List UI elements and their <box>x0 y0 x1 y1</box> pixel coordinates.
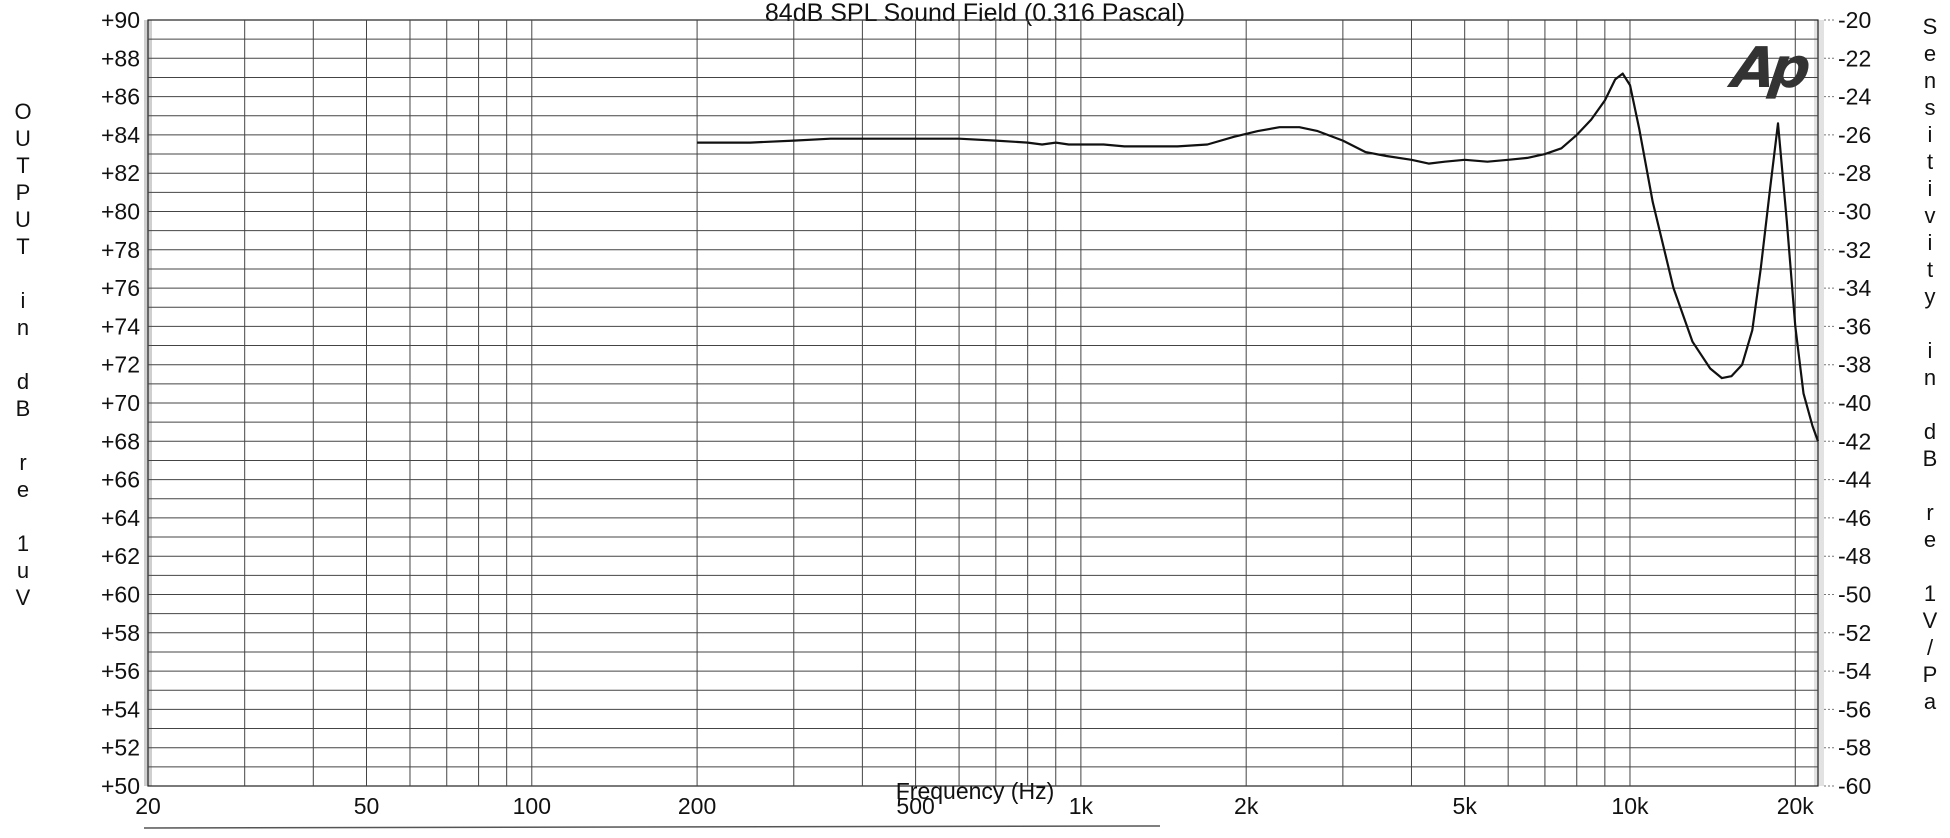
y-right-tick-label: -52 <box>1838 620 1871 646</box>
series-layer <box>697 72 1820 442</box>
right-axis-band <box>1814 20 1824 786</box>
y-left-tick-label: +76 <box>101 275 140 301</box>
y-right-tick-label: -56 <box>1838 696 1871 722</box>
y-right-tick-label: -34 <box>1838 275 1871 301</box>
y-right-tick-label: -30 <box>1838 199 1871 225</box>
x-tick-label: 100 <box>513 793 551 819</box>
y-axis-left-label: O U T P U T i n d B r e 1 u V <box>14 99 32 610</box>
y-right-tick-label: -40 <box>1838 390 1871 416</box>
y-right-tick-label: -50 <box>1838 582 1871 608</box>
y-right-tick-label: -48 <box>1838 543 1871 569</box>
y-right-tick-label: -58 <box>1838 735 1871 761</box>
y-left-tick-label: +88 <box>101 45 140 71</box>
x-axis-ticks: 20 50 100 200 500 1k 2k 5k 10k 20k <box>135 793 1814 819</box>
x-tick-label: 500 <box>896 793 934 819</box>
x-tick-label: 1k <box>1069 793 1094 819</box>
x-tick-label: 50 <box>354 793 380 819</box>
x-axis-label: Frequency (Hz) <box>896 778 1054 804</box>
x-tick-label: 20k <box>1777 793 1815 819</box>
y-left-tick-label: +62 <box>101 543 140 569</box>
y-right-tick-label: -42 <box>1838 428 1871 454</box>
y-right-tick-label: -44 <box>1838 467 1871 493</box>
chart-title: 84dB SPL Sound Field (0.316 Pascal) <box>765 0 1185 27</box>
y-right-tick-label: -54 <box>1838 658 1871 684</box>
y-left-tick-label: +52 <box>101 735 140 761</box>
y-right-tick-label: -60 <box>1838 773 1871 799</box>
y-left-tick-label: +90 <box>101 7 140 33</box>
y-right-tick-label: -22 <box>1838 45 1871 71</box>
y-right-tick-label: -38 <box>1838 352 1871 378</box>
y-axis-right-label: S e n s i t i v i t y i n d B r e 1 V / … <box>1922 14 1938 714</box>
y-right-tick-label: -46 <box>1838 505 1871 531</box>
y-right-tick-label: -24 <box>1838 84 1871 110</box>
x-tick-label: 5k <box>1453 793 1478 819</box>
y-left-tick-label: +64 <box>101 505 140 531</box>
x-tick-label: 200 <box>678 793 716 819</box>
y-right-tick-label: -20 <box>1838 7 1871 33</box>
y-left-axis-ticks: +90 +88 +86 +84 +82 +80 +78 +76 +74 +72 +70 +68 +66 +… <box>101 7 140 799</box>
y-left-tick-label: +60 <box>101 582 140 608</box>
x-tick-label: 10k <box>1611 793 1649 819</box>
y-left-tick-label: +50 <box>101 773 140 799</box>
y-left-tick-label: +78 <box>101 237 140 263</box>
y-right-tick-label: -32 <box>1838 237 1871 263</box>
y-left-tick-label: +56 <box>101 658 140 684</box>
y-left-tick-label: +70 <box>101 390 140 416</box>
y-left-tick-label: +66 <box>101 467 140 493</box>
y-left-tick-label: +72 <box>101 352 140 378</box>
y-left-tick-label: +82 <box>101 160 140 186</box>
y-left-tick-label: +86 <box>101 84 140 110</box>
ap-logo: Ap <box>1728 36 1810 101</box>
y-left-tick-label: +74 <box>101 313 140 339</box>
x-tick-label: 2k <box>1234 793 1259 819</box>
y-left-tick-label: +80 <box>101 199 140 225</box>
y-right-tick-label: -28 <box>1838 160 1871 186</box>
y-left-tick-label: +54 <box>101 696 140 722</box>
x-tick-label: 20 <box>135 793 161 819</box>
series-line <box>697 72 1820 442</box>
y-left-tick-label: +58 <box>101 620 140 646</box>
y-left-tick-label: +84 <box>101 122 140 148</box>
y-right-tick-label: -36 <box>1838 313 1871 339</box>
bottom-panel-edge <box>143 825 1161 829</box>
y-right-tick-label: -26 <box>1838 122 1871 148</box>
y-left-tick-label: +68 <box>101 428 140 454</box>
chart-grid <box>144 19 1824 787</box>
y-right-axis-ticks: -20 -22 -24 -26 -28 -30 -32 -34 -36 -38 -40 -42 -44 -… <box>1824 7 1871 799</box>
